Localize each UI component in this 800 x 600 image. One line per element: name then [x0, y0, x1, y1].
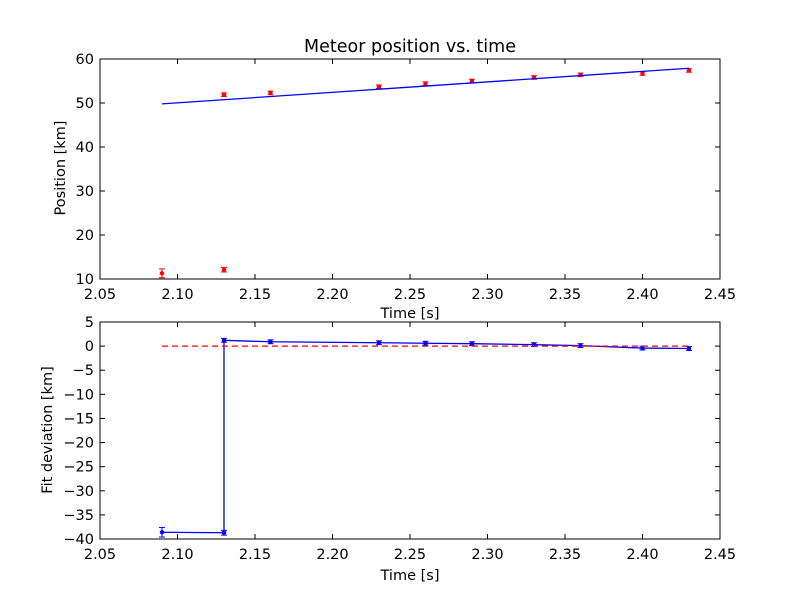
x-tick-label: 2.20: [316, 287, 348, 303]
x-tick-label: 2.45: [704, 287, 736, 303]
position-chart: Meteor position vs. time Time [s] Positi…: [53, 37, 736, 322]
data-point: [376, 340, 382, 345]
x-axis-label: Time [s]: [380, 306, 440, 322]
y-axis-label: Fit deviation [km]: [40, 366, 56, 493]
x-tick-label: 2.25: [394, 287, 426, 303]
x-tick-label: 2.40: [626, 287, 658, 303]
y-tick-label: 5: [85, 315, 94, 331]
data-marks: [159, 337, 692, 538]
fit-line: [161, 67, 690, 105]
data-point: [640, 71, 645, 76]
x-tick-label: 2.45: [704, 547, 736, 563]
data-point: [221, 92, 227, 97]
y-tick-label: −30: [63, 484, 94, 500]
fit-deviation-chart: Time [s] Fit deviation [km] 2.05 2.10 2.15…: [40, 315, 736, 584]
data-point: [159, 271, 165, 276]
data-point: [469, 78, 475, 84]
tick-group: 2.05 2.10 2.15 2.20 2.25 2.30 2.35 2.40 2.45 5 0 −5…: [63, 315, 736, 563]
x-tick-label: 2.30: [471, 547, 503, 563]
y-tick-label: 40: [76, 140, 94, 156]
x-tick-label: 2.35: [549, 547, 581, 563]
tick-group: 2.05 2.10 2.15 2.20 2.25 2.30 2.35 2.40 2.45 10 20…: [76, 52, 737, 303]
y-tick-label: 30: [76, 184, 94, 200]
data-point: [686, 68, 692, 73]
y-tick-label: −40: [63, 532, 94, 548]
x-tick-label: 2.30: [471, 287, 503, 303]
data-point: [640, 345, 645, 351]
data-point: [686, 346, 692, 351]
data-point: [578, 343, 583, 348]
x-tick-label: 2.15: [239, 547, 271, 563]
data-point: [423, 81, 428, 86]
data-point: [221, 338, 227, 343]
y-tick-label: −10: [63, 387, 94, 403]
x-tick-label: 2.10: [161, 287, 193, 303]
data-point: [376, 84, 382, 89]
y-tick-label: 60: [76, 52, 94, 68]
x-tick-label: 2.25: [394, 547, 426, 563]
y-tick-label: −20: [63, 436, 94, 452]
plot-frame: [99, 58, 721, 280]
data-point: [221, 530, 227, 535]
data-point: [268, 90, 273, 96]
x-tick-label: 2.10: [161, 547, 193, 563]
y-tick-label: 10: [76, 272, 94, 288]
x-tick-label: 2.15: [239, 287, 271, 303]
plot-frame: [99, 321, 721, 540]
y-tick-label: −25: [63, 460, 94, 476]
y-tick-label: −35: [63, 508, 94, 524]
x-tick-label: 2.20: [316, 547, 348, 563]
y-tick-label: 0: [85, 339, 94, 355]
y-tick-label: 50: [76, 96, 94, 112]
data-point: [469, 341, 475, 346]
y-tick-label: −5: [73, 363, 94, 379]
y-axis-label: Position [km]: [53, 121, 69, 216]
data-point: [159, 530, 165, 535]
chart-title: Meteor position vs. time: [304, 37, 516, 57]
data-point: [423, 341, 428, 346]
x-tick-label: 2.05: [84, 287, 116, 303]
data-point: [221, 267, 227, 272]
x-tick-label: 2.35: [549, 287, 581, 303]
data-point: [268, 339, 273, 344]
y-tick-label: 20: [76, 228, 94, 244]
data-marks: [159, 67, 692, 279]
x-tick-label: 2.40: [626, 547, 658, 563]
x-axis-label: Time [s]: [380, 568, 440, 584]
y-tick-label: −15: [63, 411, 94, 427]
x-tick-label: 2.05: [84, 547, 116, 563]
